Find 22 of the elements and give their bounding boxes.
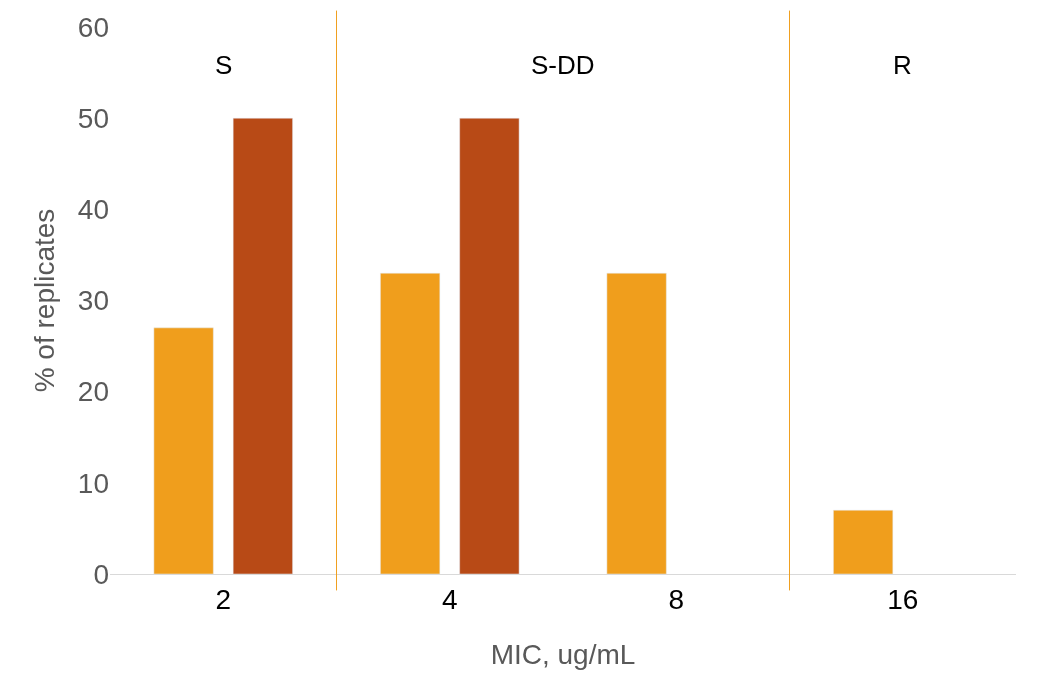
bar	[459, 117, 520, 574]
x-axis-title: MIC, ug/mL	[490, 638, 636, 670]
bar	[153, 327, 214, 574]
bar	[606, 272, 667, 574]
annotation: S	[215, 50, 233, 80]
bar	[232, 117, 293, 574]
x-tick-label: 4	[441, 583, 458, 615]
y-axis-title: % of replicates	[28, 208, 60, 393]
y-tick-label: 10	[77, 467, 109, 499]
annotation: R	[893, 50, 912, 80]
bar	[833, 509, 894, 574]
x-tick-label: 2	[215, 583, 232, 615]
y-tick-label: 0	[93, 558, 109, 590]
x-tick-label: 16	[887, 583, 919, 615]
bar	[380, 272, 441, 574]
y-tick-label: 60	[77, 11, 109, 43]
y-tick-label: 20	[77, 376, 109, 408]
annotation: S-DD	[531, 50, 595, 80]
y-tick-label: 40	[77, 194, 109, 226]
y-tick-label: 50	[77, 102, 109, 134]
x-tick-label: 8	[668, 583, 685, 615]
y-tick-label: 30	[77, 285, 109, 317]
